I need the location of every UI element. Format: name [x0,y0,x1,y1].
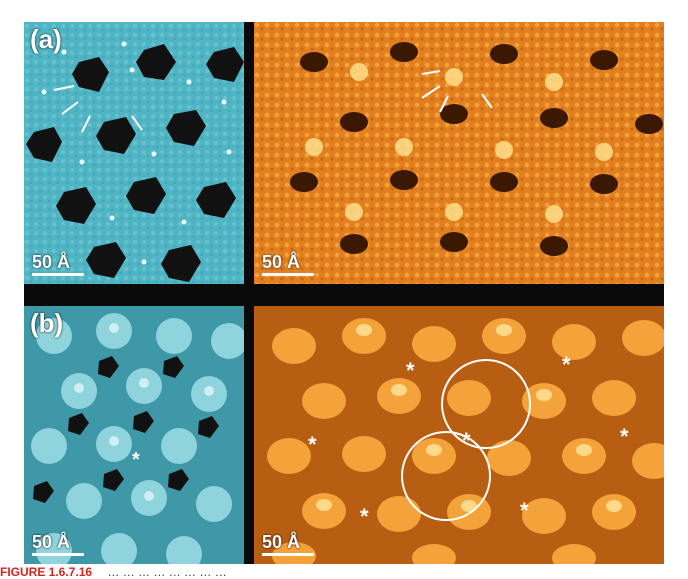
panel-a-left-image: (a) 50 Å [24,22,244,284]
scale-bar: 50 Å [32,533,84,556]
asterisk-mark: * [132,449,140,471]
panel-a-right-image: 50 Å [254,22,664,284]
bright-spots [41,41,232,265]
scale-bar-line [32,273,84,276]
svg-text:*: * [360,504,369,529]
svg-text:*: * [462,428,471,453]
bright-bumps [305,63,613,223]
bright-spots [74,323,214,501]
scale-bar: 50 Å [262,533,314,556]
scale-bar: 50 Å [32,253,84,276]
stm-figure: (a) 50 Å [24,22,664,564]
pores-layer [33,356,219,503]
svg-text:*: * [520,498,529,523]
highlight-circles [401,359,531,521]
panel-b-left-image: * (b) 50 Å [24,306,244,564]
figure-caption-label: FIGURE 1.6.7.16 [0,566,93,579]
svg-text:*: * [620,424,629,449]
panel-b-right-image: * * * * * * * 50 Å [254,306,664,564]
scale-bar-label: 50 Å [262,532,301,552]
peak-highlights [316,324,622,512]
molecule-blobs [31,313,244,564]
arrow-marks [53,85,143,133]
pores-layer [26,44,244,282]
panel-a-label: (a) [30,24,62,54]
pores-layer [290,42,663,256]
figure-caption: FIGURE 1.6.7.16 … … … … … … … … [0,566,688,579]
scale-bar-line [32,553,84,556]
scale-bar-line [262,553,314,556]
scale-bar: 50 Å [262,253,314,276]
svg-text:*: * [308,432,317,457]
asterisk-marks: * * * * * * * [308,352,629,529]
svg-text:*: * [562,352,571,377]
panel-b-label: (b) [30,308,64,338]
scale-bar-label: 50 Å [262,252,301,272]
scale-bar-label: 50 Å [32,532,71,552]
arrow-marks [421,70,493,113]
figure-caption-text: … … … … … … … … [107,566,227,579]
scale-bar-line [262,273,314,276]
scale-bar-label: 50 Å [32,252,71,272]
svg-text:*: * [406,358,415,383]
